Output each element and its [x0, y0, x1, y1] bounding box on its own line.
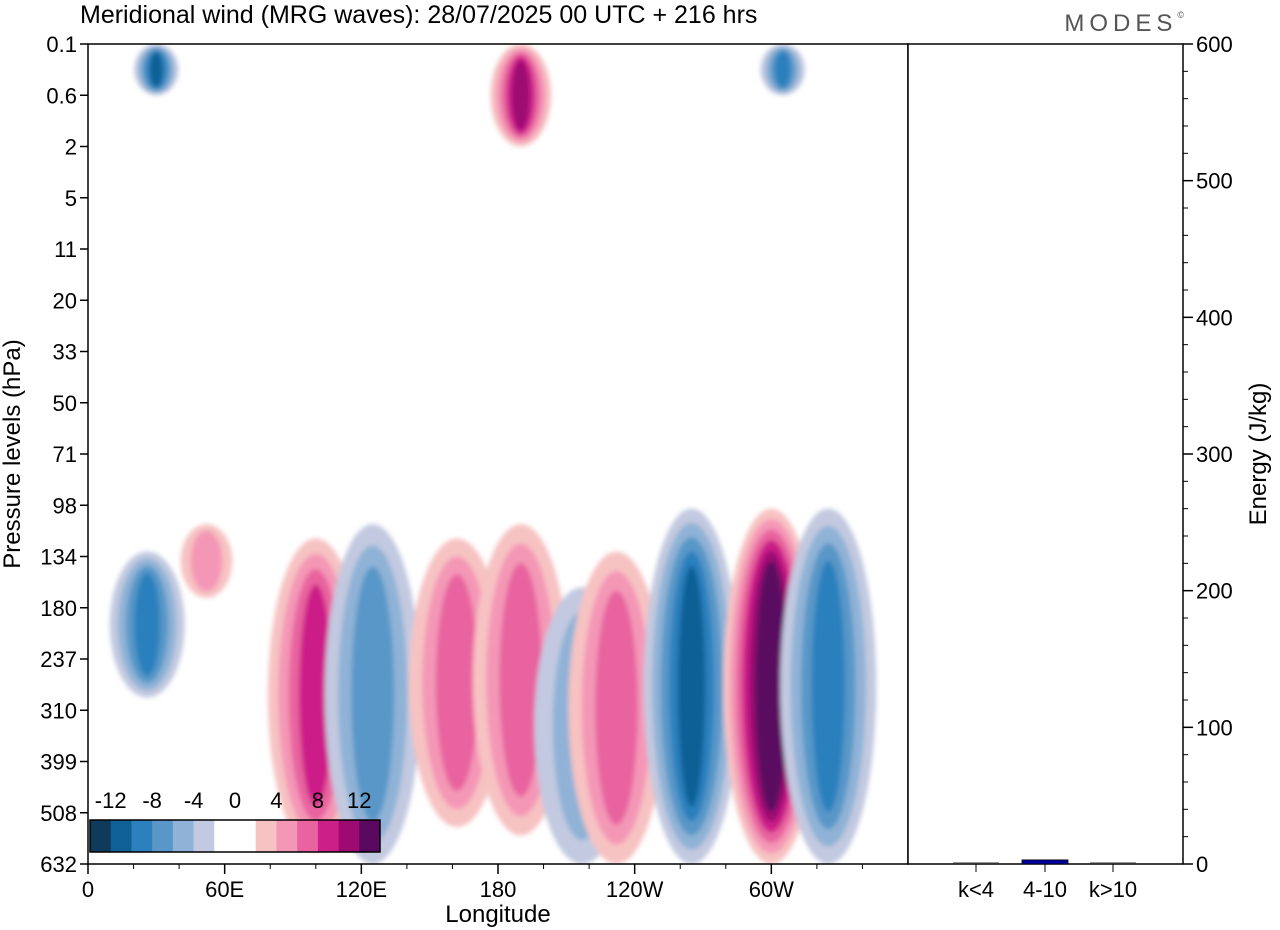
contour-band	[299, 584, 333, 806]
energy-bar	[1090, 862, 1136, 864]
colorbar-label: 0	[229, 788, 241, 813]
colorbar-label: 12	[347, 788, 371, 813]
contour-band	[150, 52, 163, 88]
colorbar-swatch	[172, 820, 194, 852]
energy-category-label: 4-10	[1023, 877, 1067, 902]
colorbar-swatch	[193, 820, 215, 852]
y-tick-label: 50	[53, 391, 77, 416]
y-tick-label: 180	[40, 596, 77, 621]
y-tick-label: 508	[40, 801, 77, 826]
energy-tick-label: 100	[1196, 715, 1233, 740]
x-tick-label: 180	[480, 877, 517, 902]
colorbar-swatch	[338, 820, 360, 852]
y-tick-label: 632	[40, 852, 77, 877]
y-tick-label: 11	[54, 237, 77, 262]
colorbar-label: 4	[270, 788, 282, 813]
longitude-axis: 0 60E 120E 180 120W 60W	[82, 864, 863, 902]
energy-panel	[907, 43, 1184, 865]
chart-title: Meridional wind (MRG waves): 28/07/2025 …	[80, 1, 758, 29]
strat-neg-30E	[134, 44, 179, 96]
y-tick-label: 98	[53, 493, 77, 518]
colorbar-label: -4	[184, 788, 204, 813]
contour-band	[435, 574, 479, 791]
y-tick-label: 399	[40, 750, 77, 775]
energy-axis: 0 100 200 300 400 500 600	[1183, 32, 1233, 877]
pressure-axis: 0.1 0.6 2 5 11 20 33 50 71 98 134 180 237 310 399 508 63…	[40, 32, 88, 877]
y-tick-label: 20	[53, 288, 77, 313]
energy-tick-label: 400	[1196, 305, 1233, 330]
colorbar-swatch	[276, 820, 298, 852]
contour-band	[190, 530, 223, 592]
colorbar-label: -12	[95, 788, 127, 813]
energy-category-label: k>10	[1089, 877, 1137, 902]
energy-bar	[953, 862, 999, 864]
contour-band	[761, 571, 782, 801]
mrg-neg-95W	[643, 508, 740, 864]
brand-mark: ©	[1177, 10, 1184, 20]
y-axis-title: Pressure levels (hPa)	[0, 339, 26, 568]
energy-tick-label: 600	[1196, 32, 1233, 57]
contour-band	[775, 51, 791, 88]
y-tick-label: 71	[53, 442, 77, 467]
colorbar-swatch	[131, 820, 153, 852]
modes-logo: MODES©	[1064, 10, 1184, 38]
y-tick-label: 134	[40, 545, 77, 570]
x-tick-label: 120W	[606, 877, 664, 902]
y-tick-label: 2	[65, 135, 77, 160]
colorbar-swatch	[359, 820, 381, 852]
brand-text: MODES	[1064, 10, 1178, 37]
mrg-neg-25E	[109, 551, 185, 698]
colorbar-swatch	[255, 820, 277, 852]
energy-tick-label: 0	[1196, 852, 1208, 877]
mrg-pos-50E	[180, 524, 233, 598]
x-tick-label: 0	[82, 877, 94, 902]
colorbar-label: -8	[142, 788, 162, 813]
colorbar-label: 8	[312, 788, 324, 813]
contour-band	[811, 560, 845, 812]
contour-band	[595, 590, 638, 825]
colorbar-swatch	[297, 820, 319, 852]
colorbar-swatch	[90, 820, 112, 852]
energy-bars: k<4 4-10 k>10	[953, 859, 1137, 902]
y-tick-label: 0.1	[46, 32, 77, 57]
contour-band	[351, 566, 395, 822]
energy-axis-title: Energy (J/kg)	[1245, 383, 1272, 526]
colorbar: -12 -8 -4 0 4 8 12	[89, 788, 381, 853]
x-axis-title: Longitude	[445, 901, 550, 928]
colorbar-swatch	[110, 820, 132, 852]
energy-tick-label: 200	[1196, 579, 1233, 604]
mrg-neg-125E	[324, 524, 421, 864]
energy-bar	[1021, 859, 1069, 865]
x-tick-label: 120E	[336, 877, 387, 902]
contour-band	[499, 563, 543, 797]
strat-neg-300E	[760, 44, 805, 96]
colorbar-swatch	[317, 820, 339, 852]
mrg-neg-35W	[780, 508, 877, 864]
contour-band	[134, 572, 161, 677]
strat-pos-200E	[490, 44, 552, 147]
y-tick-label: 310	[40, 698, 77, 723]
mrg-pos-170W	[472, 524, 569, 836]
energy-tick-label: 500	[1196, 169, 1233, 194]
contour-plot	[88, 44, 908, 864]
contour-band	[512, 60, 530, 131]
y-tick-label: 33	[53, 340, 77, 365]
colorbar-swatch	[214, 820, 236, 852]
colorbar-swatch	[152, 820, 174, 852]
x-tick-label: 60E	[205, 877, 244, 902]
energy-tick-label: 300	[1196, 442, 1233, 467]
mrg-pos-130W	[568, 551, 665, 864]
y-tick-label: 5	[65, 186, 77, 211]
y-tick-label: 0.6	[46, 83, 77, 108]
energy-category-label: k<4	[958, 877, 994, 902]
contour-band	[677, 565, 706, 807]
colorbar-swatch	[235, 820, 257, 852]
colorbar-frame	[89, 819, 381, 853]
y-tick-label: 237	[40, 647, 77, 672]
x-tick-label: 60W	[749, 877, 794, 902]
